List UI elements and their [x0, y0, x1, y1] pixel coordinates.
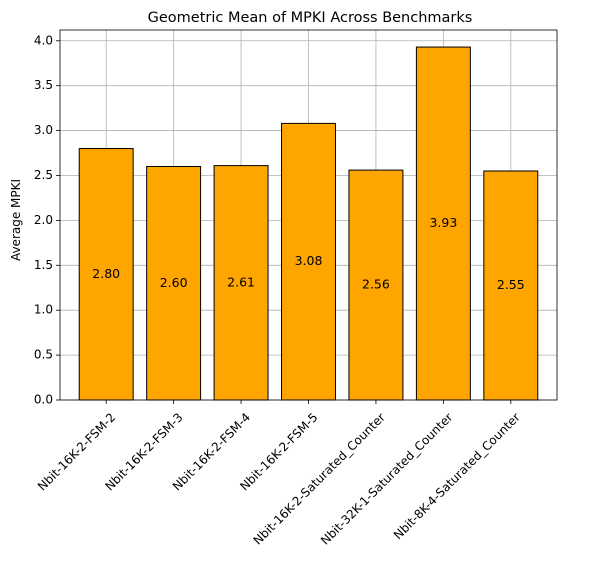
- bar-5: [348, 169, 404, 401]
- y-tick-label: 1.0: [34, 303, 53, 317]
- x-tick-label: Nbit-8K-4-Saturated_Counter: [391, 410, 523, 542]
- y-tick-label: 0.5: [34, 348, 53, 362]
- y-tick-label: 2.5: [34, 168, 53, 182]
- value-label-3: 2.61: [227, 274, 255, 289]
- bar-1: [78, 148, 134, 401]
- x-tick-label: Nbit-32K-1-Saturated_Counter: [318, 410, 455, 547]
- bar-6: [415, 46, 471, 401]
- chart-title: Geometric Mean of MPKI Across Benchmarks: [148, 10, 473, 26]
- value-label-1: 2.80: [92, 266, 120, 281]
- y-tick-label: 3.5: [34, 78, 53, 92]
- y-tick-label: 1.5: [34, 258, 53, 272]
- x-tick-label: Nbit-16K-2-Saturated_Counter: [251, 410, 388, 547]
- y-tick-label: 2.0: [34, 213, 53, 227]
- y-tick-label: 4.0: [34, 33, 53, 47]
- value-label-7: 2.55: [497, 277, 525, 292]
- bars: [78, 46, 539, 401]
- value-label-4: 3.08: [295, 253, 323, 268]
- bar-4: [281, 122, 336, 401]
- bar-7: [483, 170, 539, 401]
- y-axis-label: Average MPKI: [9, 179, 23, 261]
- value-label-6: 3.93: [429, 215, 457, 230]
- y-tick-label: 3.0: [34, 123, 53, 137]
- y-tick-label: 0.0: [34, 393, 53, 407]
- value-labels: 2.80 2.60 2.61 3.08 2.56 3.93 2.55: [92, 215, 524, 292]
- value-label-5: 2.56: [362, 277, 390, 292]
- value-label-2: 2.60: [160, 275, 188, 290]
